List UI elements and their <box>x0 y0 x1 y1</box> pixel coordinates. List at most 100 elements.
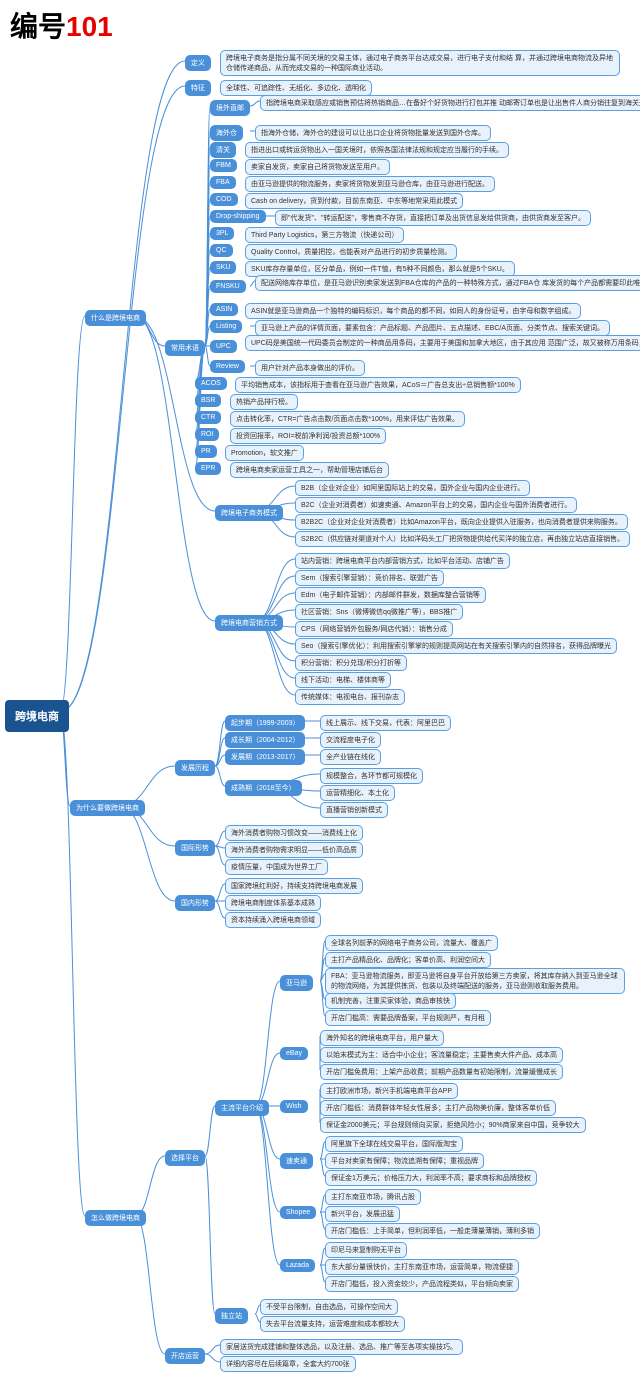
title-number: 101 <box>66 11 113 42</box>
mindmap-node: 选择平台 <box>165 1150 205 1166</box>
mindmap-node: 境外直邮 <box>210 100 250 116</box>
mindmap-node: 积分营销：积分兑现/积分打折等 <box>295 655 407 671</box>
mindmap-node: 详细内容尽在后续篇章，全套大约700张 <box>220 1356 356 1372</box>
mindmap-node: 海外仓 <box>210 125 243 141</box>
mindmap-node: 跨境电商卖家运营工具之一，帮助管理店铺后台 <box>230 462 389 478</box>
page-title: 编号101 <box>10 5 113 45</box>
mindmap-node: 全球性、可追踪性、无纸化、多边化、透明化 <box>220 80 372 96</box>
mindmap-node: B2C（企业对消费者）如速卖通、Amazon平台上的交易，国内企业与国外消费者进… <box>295 497 577 513</box>
mindmap-node: 3PL <box>210 227 234 240</box>
mindmap-node: FNSKU <box>210 280 246 293</box>
mindmap-node: 开店门槛低，投入资金较少，产品流程类似，平台倾向卖家 <box>325 1276 519 1292</box>
mindmap-node: 开店门槛免费用：上架产品收费；前期产品数量有初始限制，流量缓慢成长 <box>320 1064 563 1080</box>
mindmap-node: 常用术语 <box>165 340 205 356</box>
mindmap-node: Lazada <box>280 1259 315 1272</box>
title-prefix: 编号 <box>10 11 66 42</box>
mindmap-node: 清关 <box>210 142 236 158</box>
mindmap-node: 定义 <box>185 55 211 71</box>
mindmap-node: 疫情压量，中国成为世界工厂 <box>225 859 328 875</box>
mindmap-node: Listing <box>210 320 242 333</box>
mindmap-node: Shopee <box>280 1206 316 1219</box>
mindmap-node: PR <box>195 445 217 458</box>
root-node: 跨境电商 <box>5 700 69 732</box>
mindmap-node: 怎么做跨境电商 <box>85 1210 146 1226</box>
mindmap-node: CPS（网络营销外包服务/网店代销）：销售分成 <box>295 621 453 637</box>
mindmap-node: 印尼马来复制购无平台 <box>325 1242 407 1258</box>
mindmap-node: 主打产品精品化、品牌化；客单价高、利润空间大 <box>325 952 491 968</box>
mindmap-node: 以始末模式为主：适合中小企业；客流量稳定；主要售卖大件产品、成本高 <box>320 1047 563 1063</box>
mindmap-node: 全产业链在线化 <box>320 749 381 765</box>
mindmap-node: Promotion，软文推广 <box>225 445 304 461</box>
mindmap-node: Edm（电子邮件营销）：内部邮件群发，数据库整合营销等 <box>295 587 486 603</box>
mindmap-node: 站内营销：跨境电商平台内部营销方式，比如平台活动、店铺广告 <box>295 553 510 569</box>
mindmap-node: FBM <box>210 159 237 172</box>
mindmap-node: 社区营销：Sns（微博微信qq微推广等），BBS推广 <box>295 604 463 620</box>
mindmap-node: 平均销售成本，该指标用于查看在亚马逊广告效果，ACoS＝广告总支出÷总销售额*1… <box>235 377 521 393</box>
mindmap-node: 传统媒体：电视电台、报刊杂志 <box>295 689 405 705</box>
mindmap-node: B2B（企业对企业）如阿里国际站上的交易，国外企业与国内企业进行。 <box>295 480 530 496</box>
mindmap-node: 保证金1万美元；价格压力大，利润率不高；要求商标和品牌授权 <box>325 1170 537 1186</box>
mindmap-node: 保证金2000美元；平台规则倾向买家，拒绝风险小；90%商家来自中国，竞争较大 <box>320 1117 586 1133</box>
mindmap-node: Review <box>210 360 245 373</box>
mindmap-node: QC <box>210 244 233 257</box>
mindmap-node: 海外知名的跨境电商平台，用户量大 <box>320 1030 444 1046</box>
mindmap-node: 开店门槛低：消费群体年轻女性居多；主打产品物美价廉，整体客单价低 <box>320 1100 556 1116</box>
mindmap-node: ROI <box>195 428 219 441</box>
mindmap-node: 由亚马逊提供的物流服务，卖家将货物发到亚马逊仓库，由亚马逊进行配送。 <box>245 176 495 192</box>
mindmap-node: FBA <box>210 176 236 189</box>
mindmap-node: ASIN <box>210 303 238 316</box>
mindmap-node: 特征 <box>185 80 211 96</box>
mindmap-node: UPC码是美国统一代码委员会制定的一种商品用条码，主要用于美国和加拿大地区，由于… <box>245 335 640 351</box>
mindmap-node: 不受平台限制，自由选品，可操作空间大 <box>260 1299 398 1315</box>
mindmap-node: 机制完善，注重买家体验，商品审核快 <box>325 993 456 1009</box>
mindmap-node: 开店门槛低：上手简单，但利润率低，一般走薄量薄销，薄利多销 <box>325 1223 540 1239</box>
mindmap-node: 点击转化率，CTR=广告点击数/页面点击数*100%，用来评估广告效果。 <box>230 411 465 427</box>
mindmap-node: Drop-shipping <box>210 210 266 223</box>
mindmap-node: 线上展示、线下交易，代表：阿里巴巴 <box>320 715 451 731</box>
mindmap-node: 亚马逊上产品的详情页面，要素包含：产品标题、产品图片、五点描述、EBC/A页面、… <box>255 320 610 336</box>
mindmap-node: SKU <box>210 261 236 274</box>
mindmap-node: 成长期（2004-2012） <box>225 732 305 748</box>
mindmap-node: 热销产品排行榜。 <box>230 394 298 410</box>
mindmap-node: EPR <box>195 462 221 475</box>
mindmap-node: Seo（搜索引擎优化）：利用搜索引擎掌的规则提高网站在有关搜索引擎内的自然排名，… <box>295 638 617 654</box>
mindmap-node: B2B2C（企业对企业对消费者）比如Amazon平台，既向企业提供入驻服务，也向… <box>295 514 628 530</box>
mindmap-node: 国家跨境红利好，持续支持跨境电商发展 <box>225 878 363 894</box>
mindmap-node: 线下活动：电梯、楼体商等 <box>295 672 391 688</box>
mindmap-node: 亚马逊 <box>280 975 313 991</box>
mindmap-node: Cash on delivery，货到付款，目前东南亚、中东等地常采用此模式 <box>245 193 463 209</box>
mindmap-node: 东大部分量很快价，主打东南亚市场，运营简单，物流便捷 <box>325 1259 519 1275</box>
mindmap-node: 卖家自发货，卖家自己将货物发送至用户。 <box>245 159 390 175</box>
mindmap-node: Third Party Logistics，第三方物流（快递公司） <box>245 227 404 243</box>
mindmap-node: ACOS <box>195 377 227 390</box>
mindmap-node: CTR <box>195 411 221 424</box>
mindmap-node: Sem（搜索引擎营销）：竞价排名、联盟广告 <box>295 570 444 586</box>
mindmap-node: 指进出口或转运货物出入一国关境时，依照各国法律法规和规定应当履行的手续。 <box>245 142 509 158</box>
mindmap-node: 资本持续涌入跨境电商领域 <box>225 912 321 928</box>
mindmap-node: eBay <box>280 1047 308 1060</box>
mindmap-node: 即"代发货"、"转运配送"，零售商不存货，直接把订单及出货信息发给供货商，由供货… <box>275 210 591 226</box>
mindmap-node: 主打欧洲市场，新兴手机端电商平台APP <box>320 1083 458 1099</box>
mindmap-node: 跨境电商营销方式 <box>215 615 283 631</box>
mindmap-node: 为什么要做跨境电商 <box>70 800 145 816</box>
mindmap-node: 海外消费者购物需求明显——低价高品质 <box>225 842 363 858</box>
mindmap-node: 失去平台流量支持，运营难度和成本都较大 <box>260 1316 405 1332</box>
mindmap-node: 主打东南亚市场，腾讯占股 <box>325 1189 421 1205</box>
mindmap-node: BSR <box>195 394 221 407</box>
mindmap-node: Quality Control，质量把控，也能表对产品进行的初步质量检测。 <box>245 244 457 260</box>
mindmap-node: 阿里旗下全球在线交易平台，国际版淘宝 <box>325 1136 463 1152</box>
mindmap-node: 家居送货完成建铺和整体选品，以及注册、选品、推广等至各项实操技巧。 <box>220 1339 463 1355</box>
mindmap-node: 跨境电商制度体系基本成熟 <box>225 895 321 911</box>
mindmap-node: Wish <box>280 1100 308 1113</box>
mindmap-node: COD <box>210 193 238 206</box>
mindmap-node: 开店运营 <box>165 1348 205 1364</box>
mindmap-node: 新兴平台，发展迅猛 <box>325 1206 400 1222</box>
mindmap-node: 指跨境电商采取感应或销售预估将热销商品…在备好个好货物进行打包并推 动邮寄订单也… <box>260 95 640 111</box>
mindmap-node: 速卖通 <box>280 1153 313 1169</box>
mindmap-node: 海外消费者购物习惯改变——消费线上化 <box>225 825 363 841</box>
mindmap-node: 成熟期（2018至今） <box>225 780 302 796</box>
mindmap-node: 运营精细化、本土化 <box>320 785 395 801</box>
mindmap-node: 配送网络库存单位，是亚马逊识别卖家发送到FBA仓库的产品的一种特殊方式，通过FB… <box>255 275 640 291</box>
mindmap-node: 起步期（1999-2003） <box>225 715 305 731</box>
mindmap-node: 发展期（2013-2017） <box>225 749 305 765</box>
